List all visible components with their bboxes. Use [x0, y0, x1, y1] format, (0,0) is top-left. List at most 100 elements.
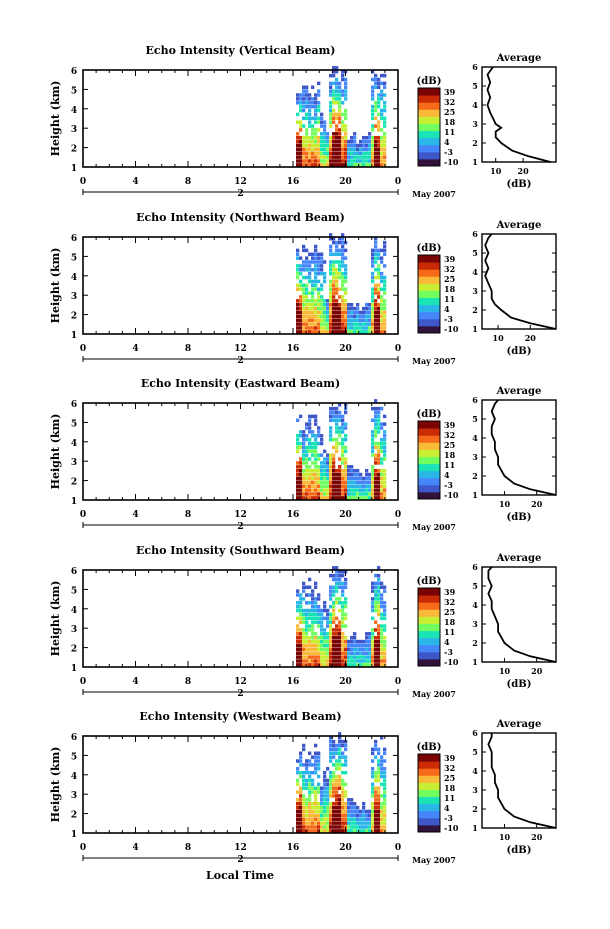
y-tick-label: 6 [71, 567, 77, 577]
heatmap-cell [371, 434, 375, 438]
heatmap-cell [308, 430, 312, 434]
heatmap-cell [296, 287, 300, 291]
panel-3: Echo Intensity (Southward Beam)123456Hei… [49, 544, 557, 699]
heatmap-cell [383, 322, 387, 326]
heatmap-cell [323, 608, 327, 613]
heatmap-cell [317, 89, 321, 93]
heatmap-cell [338, 465, 342, 469]
heatmap-cell [374, 143, 378, 148]
heatmap-cell [308, 264, 312, 268]
heatmap-cell [329, 593, 333, 597]
heatmap-cell [368, 829, 372, 833]
heatmap-cell [308, 624, 312, 628]
heatmap-cell [371, 322, 375, 326]
heatmap-cell [308, 616, 312, 621]
heatmap-cell [374, 620, 378, 624]
heatmap-cell [305, 128, 309, 132]
heatmap-cell [383, 608, 387, 613]
heatmap-cell [329, 743, 333, 748]
colorbar-unit: (dB) [417, 576, 442, 587]
heatmap-cell [374, 163, 378, 167]
heatmap-cell [329, 573, 333, 578]
heatmap-cell [377, 445, 381, 450]
heatmap-cell [311, 430, 315, 434]
heatmap-cell [308, 260, 312, 264]
heatmap-cell [314, 751, 318, 756]
avg-y-tick-label: 4 [472, 267, 478, 277]
heatmap-cell [380, 484, 384, 488]
heatmap-cell [383, 468, 387, 473]
heatmap-cell [332, 476, 336, 481]
heatmap-cell [341, 457, 345, 461]
heatmap-cell [332, 326, 336, 330]
heatmap-cell [308, 108, 312, 113]
heatmap-cell [317, 612, 321, 617]
y-tick-label: 2 [71, 145, 77, 155]
heatmap-cell [305, 256, 309, 260]
heatmap-cell [383, 651, 387, 655]
heatmap-cell [317, 430, 321, 434]
heatmap-cell [329, 465, 333, 469]
heatmap-cell [365, 821, 369, 825]
heatmap-cell [350, 643, 354, 648]
heatmap-cell [296, 601, 300, 605]
heatmap-cell [350, 318, 354, 322]
heatmap-cell [371, 279, 375, 284]
heatmap-cell [362, 663, 366, 667]
heatmap-cell [377, 608, 381, 613]
heatmap-cell [296, 817, 300, 821]
heatmap-cell [317, 271, 321, 276]
heatmap-cell [308, 601, 312, 605]
heatmap-cell [341, 306, 345, 311]
heatmap-cell [320, 829, 324, 833]
heatmap-cell [302, 778, 306, 783]
heatmap-cell [332, 73, 336, 78]
heatmap-cell [374, 790, 378, 794]
heatmap-cell [338, 635, 342, 640]
heatmap-cell [377, 593, 381, 597]
average-profile-line [487, 733, 557, 829]
heatmap-cell [299, 616, 303, 621]
heatmap-cell [329, 643, 333, 648]
heatmap-cell [347, 492, 351, 496]
y-tick-label: 6 [71, 234, 77, 244]
heatmap-cell [344, 809, 348, 814]
heatmap-cell [323, 628, 327, 632]
heatmap-cell [335, 252, 339, 257]
heatmap-cell [302, 805, 306, 810]
heatmap-cell [377, 252, 381, 257]
heatmap-cell [296, 163, 300, 167]
heatmap-cell [299, 97, 303, 101]
heatmap-cell [314, 108, 318, 113]
heatmap-cell [305, 93, 309, 97]
heatmap-cell [341, 233, 345, 237]
heatmap-cell [329, 809, 333, 814]
heatmap-cell [374, 151, 378, 155]
colorbar-swatch [418, 768, 440, 776]
heatmap-cell [380, 643, 384, 648]
heatmap-cell [332, 143, 336, 148]
heatmap-cell [302, 635, 306, 640]
heatmap-cell [311, 496, 315, 500]
heatmap-cell [371, 751, 375, 756]
heatmap-cell [344, 151, 348, 155]
colorbar-swatch [418, 789, 440, 798]
heatmap-cell [314, 647, 318, 652]
y-tick-label: 1 [71, 497, 77, 507]
heatmap-cell [329, 268, 333, 272]
heatmap-cell [314, 283, 318, 288]
heatmap-cell [329, 747, 333, 752]
heatmap-cell [314, 496, 318, 500]
panel-title: Echo Intensity (Eastward Beam) [141, 377, 340, 390]
heatmap-cell [329, 817, 333, 821]
heatmap-cell [317, 472, 321, 477]
heatmap-cell [338, 426, 342, 430]
heatmap-cell [311, 124, 315, 128]
heatmap-cell [344, 318, 348, 322]
heatmap-cell [380, 295, 384, 299]
heatmap-cell [323, 147, 327, 152]
heatmap-cell [299, 441, 303, 446]
heatmap-cell [320, 790, 324, 794]
heatmap-cell [335, 577, 339, 582]
heatmap-cell [335, 472, 339, 477]
